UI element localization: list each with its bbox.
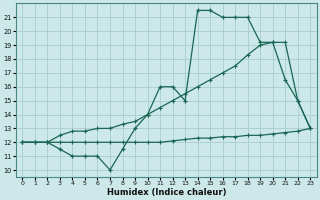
X-axis label: Humidex (Indice chaleur): Humidex (Indice chaleur) xyxy=(107,188,226,197)
